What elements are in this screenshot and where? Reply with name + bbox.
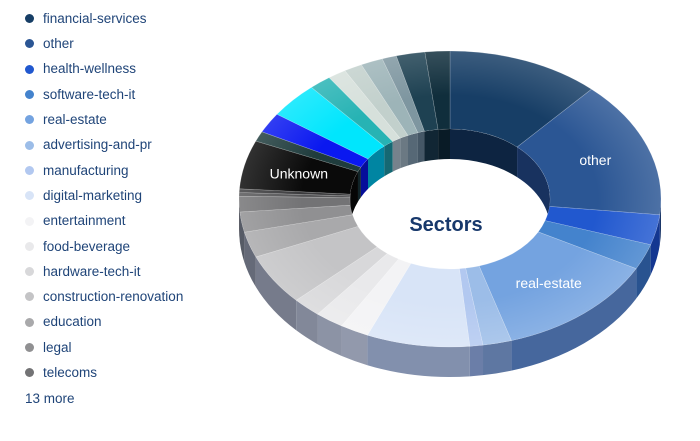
pie-slice-innerwall-segment-27 — [438, 129, 450, 160]
legend-bullet-entertainment — [25, 216, 34, 226]
legend-more[interactable]: 13 more — [25, 390, 75, 406]
legend-item-health-wellness[interactable]: health-wellness — [25, 57, 245, 82]
legend-item-software-tech-it[interactable]: software-tech-it — [25, 82, 245, 107]
legend-item-label: advertising-and-pr — [43, 137, 152, 153]
legend-item-other[interactable]: other — [25, 31, 245, 56]
pie-slice-innerwall-segment-23 — [400, 135, 408, 169]
legend-item-financial-services[interactable]: financial-services — [25, 6, 245, 31]
legend-item-food-beverage[interactable]: food-beverage — [25, 234, 245, 259]
legend-item-label: telecoms — [43, 365, 98, 381]
legend-item-construction-renovation[interactable]: construction-renovation — [25, 284, 245, 309]
slice-label-real-estate: real-estate — [516, 275, 582, 291]
legend-bullet-manufacturing — [25, 165, 34, 175]
legend-item-entertainment[interactable]: entertainment — [25, 208, 245, 233]
legend-bullet-education — [25, 317, 34, 327]
legend-item-label: hardware-tech-it — [43, 263, 141, 279]
pie-slice-innerwall-segment-22 — [392, 138, 401, 172]
legend-bullet-hardware-tech-it — [25, 267, 34, 277]
legend-item-legal[interactable]: legal — [25, 335, 245, 360]
legend-bullet-software-tech-it — [25, 90, 34, 100]
legend-item-label: digital-marketing — [43, 187, 143, 203]
legend-item-education[interactable]: education — [25, 310, 245, 335]
legend-bullet-telecoms — [25, 368, 34, 378]
legend-item-label: manufacturing — [43, 162, 129, 178]
legend-bullet-advertising-and-pr — [25, 140, 34, 150]
legend-item-advertising-and-pr[interactable]: advertising-and-pr — [25, 132, 245, 157]
pie-slice-wall-advertising-and-pr — [483, 340, 512, 376]
legend-item-label: food-beverage — [43, 238, 131, 254]
legend-item-label: financial-services — [43, 10, 147, 26]
legend-item-label: real-estate — [43, 112, 107, 128]
legend-item-hardware-tech-it[interactable]: hardware-tech-it — [25, 259, 245, 284]
legend-item-label: other — [43, 36, 74, 52]
legend-bullet-construction-renovation — [25, 292, 34, 302]
chart-legend: financial-services other health-wellness so… — [25, 6, 245, 411]
legend-bullet-health-wellness — [25, 64, 34, 74]
pie-slice-innerwall-segment-21 — [384, 141, 393, 177]
pie-slice-innerwall-segment-26 — [424, 129, 439, 162]
slice-label-Unknown: Unknown — [270, 166, 328, 182]
legend-bullet-legal — [25, 343, 34, 352]
legend-item-real-estate[interactable]: real-estate — [25, 107, 245, 132]
donut-top-surface — [238, 50, 662, 348]
legend-bullet-other — [25, 39, 34, 49]
pie-slice-innerwall-segment-25 — [417, 131, 425, 163]
slice-label-other: other — [579, 152, 611, 168]
legend-item-label: legal — [43, 339, 72, 355]
legend-bullet-digital-marketing — [25, 191, 34, 201]
pie-slice-innerwall-segment-24 — [407, 132, 418, 166]
legend-bullet-food-beverage — [25, 241, 34, 251]
legend-item-label: entertainment — [43, 213, 126, 229]
legend-item-label: software-tech-it — [43, 86, 136, 102]
legend-item-manufacturing[interactable]: manufacturing — [25, 158, 245, 183]
legend-item-label: health-wellness — [43, 61, 137, 77]
pie-slice-wall-manufacturing — [469, 345, 484, 377]
chart-center-title: Sectors — [409, 214, 482, 236]
legend-bullet-financial-services — [25, 14, 34, 24]
legend-item-telecoms[interactable]: telecoms — [25, 360, 245, 385]
legend-bullet-real-estate — [25, 115, 34, 125]
pie-slice-innerwall-segment-18 — [357, 167, 361, 202]
legend-item-digital-marketing[interactable]: digital-marketing — [25, 183, 245, 208]
legend-item-label: construction-renovation — [43, 289, 184, 305]
legend-item-label: education — [43, 314, 102, 330]
